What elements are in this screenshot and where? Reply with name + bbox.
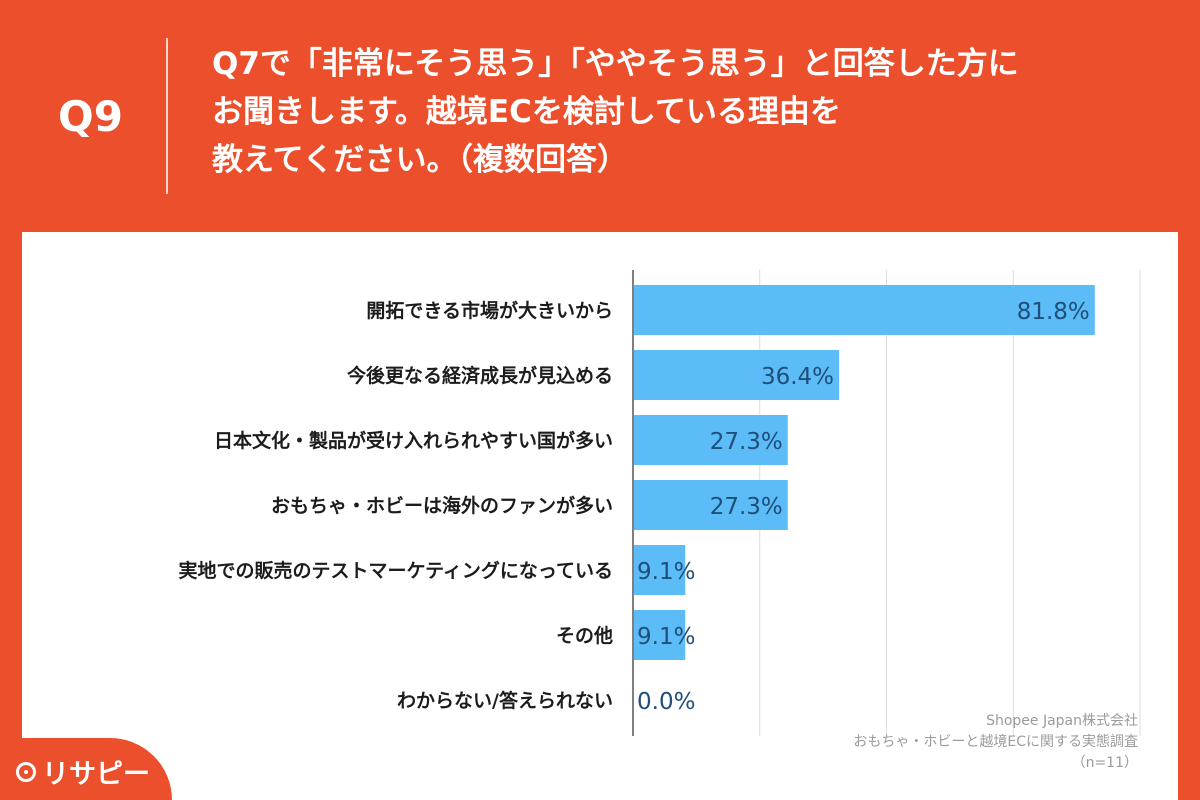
logo-tab: リサピー xyxy=(0,738,172,800)
bar xyxy=(634,285,1095,335)
bar xyxy=(634,350,840,400)
category-label: その他 xyxy=(556,624,613,647)
data-label: 27.3% xyxy=(710,494,783,520)
source-note: Shopee Japan株式会社 おもちゃ・ホビーと越境ECに関する実態調査 （… xyxy=(618,711,1138,774)
category-label: 今後更なる経済成長が見込める xyxy=(346,364,613,387)
category-label: わからない/答えられない xyxy=(397,689,613,712)
header-divider xyxy=(166,38,168,194)
category-label: 日本文化・製品が受け入れられやすい国が多い xyxy=(214,429,613,452)
bar xyxy=(634,415,788,465)
data-label: 0.0% xyxy=(637,689,695,715)
question-text: Q7で「非常にそう思う」「ややそう思う」と回答した方に お聞きします。越境ECを… xyxy=(212,40,1182,184)
chart-panel: 開拓できる市場が大きいから 81.8% 今後更なる経済成長が見込める 36.4% 日本文… xyxy=(22,232,1178,800)
logo-text: リサピー xyxy=(42,759,150,790)
brand-logo: リサピー xyxy=(16,752,150,791)
category-label: おもちゃ・ホビーは海外のファンが多い xyxy=(271,494,613,517)
question-line: お聞きします。越境ECを検討している理由を xyxy=(212,94,841,130)
bar xyxy=(634,480,788,530)
question-line: 教えてください。（複数回答） xyxy=(212,142,629,178)
data-label: 81.8% xyxy=(1017,299,1090,325)
data-label: 36.4% xyxy=(761,364,834,390)
bar xyxy=(634,545,686,595)
data-label: 9.1% xyxy=(637,559,695,585)
source-line: （n=11） xyxy=(1071,755,1138,771)
data-label: 27.3% xyxy=(710,429,783,455)
question-line: Q7で「非常にそう思う」「ややそう思う」と回答した方に xyxy=(212,46,1019,82)
category-label: 実地での販売のテストマーケティングになっている xyxy=(178,559,613,582)
source-line: おもちゃ・ホビーと越境ECに関する実態調査 xyxy=(853,734,1138,750)
category-label: 開拓できる市場が大きいから xyxy=(366,299,613,322)
bar xyxy=(634,610,686,660)
pin-icon xyxy=(16,761,36,782)
source-line: Shopee Japan株式会社 xyxy=(986,713,1138,729)
bar-chart: 開拓できる市場が大きいから 81.8% 今後更なる経済成長が見込める 36.4% 日本文… xyxy=(178,270,1141,736)
question-number: Q9 xyxy=(58,92,123,141)
data-label: 9.1% xyxy=(637,624,695,650)
